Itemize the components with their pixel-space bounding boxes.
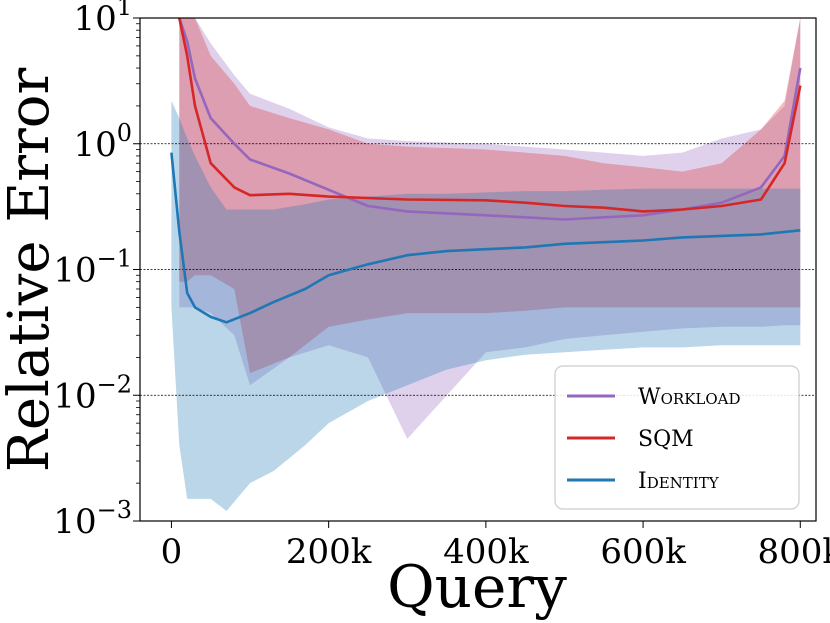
y-tick-label: 10−1 [53,245,132,291]
legend-label-sqm: SQM [638,427,694,452]
y-axis-label: Relative Error [0,68,62,473]
x-tick-label: 200k [286,532,372,572]
x-tick-label: 0 [161,532,183,572]
band-workload [179,18,801,439]
line-workload [178,17,802,221]
line-sqm [178,17,802,213]
legend-label-workload: Workload [638,385,741,410]
band-identity [171,100,801,511]
y-tick-label: 10−3 [53,496,132,542]
line-identity [170,152,801,324]
x-axis-ticks: 0 200k 400k 600k 800k [161,521,830,572]
y-axis-ticks: 10−3 10−2 10−1 100 101 [53,0,140,542]
x-tick-label: 800k [758,532,830,572]
legend-label-identity: Identity [638,469,720,494]
x-tick-label: 400k [443,532,529,572]
y-tick-label: 100 [73,119,132,165]
error-bands [171,18,801,511]
series-lines [170,17,802,324]
x-tick-label: 600k [600,532,686,572]
legend-box [554,365,800,510]
x-axis-label: Query [387,553,567,621]
grid-lines [140,143,816,396]
band-sqm [179,18,801,374]
y-tick-label: 101 [73,0,132,39]
legend: Workload SQM Identity [554,365,800,510]
y-tick-label: 10−2 [53,370,132,416]
